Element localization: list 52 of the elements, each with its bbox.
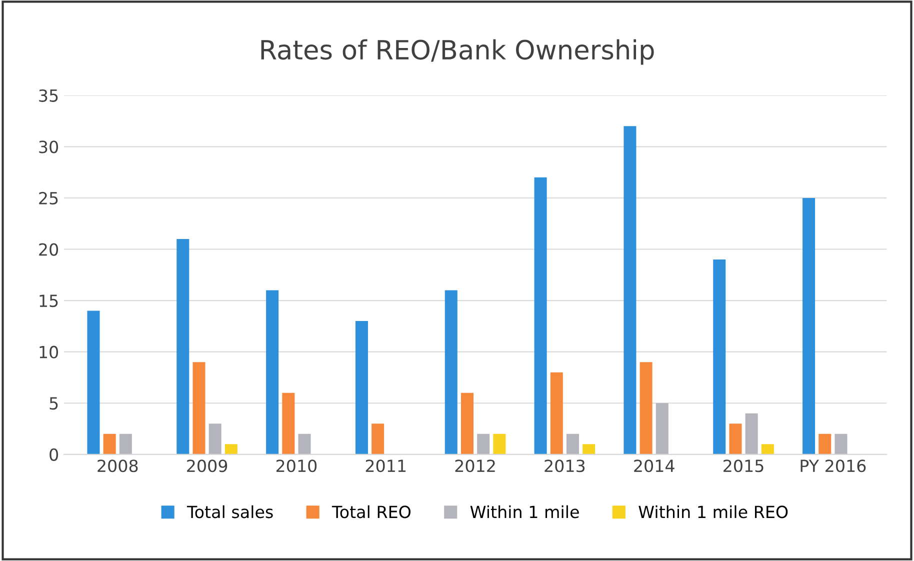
- bar: [818, 434, 832, 454]
- legend-label: Within 1 mile REO: [638, 505, 788, 518]
- x-tick-label: 2013: [544, 460, 585, 472]
- x-tick-label: 2008: [98, 460, 138, 472]
- y-tick-label: 35: [39, 89, 58, 102]
- bar: [282, 392, 295, 454]
- bar: [745, 413, 758, 454]
- bar: [729, 424, 742, 454]
- x-tick-label: PY 2016: [800, 460, 866, 472]
- bar: [87, 310, 100, 454]
- bar: [493, 434, 506, 454]
- y-tick-label: 0: [50, 448, 58, 461]
- x-tick-label: 2010: [276, 460, 317, 472]
- bar: [103, 434, 116, 454]
- bar: [119, 434, 132, 454]
- bar: [566, 434, 579, 454]
- bar: [713, 260, 726, 454]
- bar: [477, 434, 490, 454]
- bar: [640, 362, 652, 454]
- bar: [266, 290, 279, 454]
- bar: [550, 372, 563, 454]
- bar: [460, 392, 474, 454]
- y-tick-label: 20: [39, 243, 58, 256]
- bar: [224, 444, 238, 454]
- bar: [761, 444, 774, 454]
- bar: [582, 444, 596, 454]
- bar: [802, 198, 816, 454]
- bar: [534, 177, 547, 454]
- chart-title: Rates of REO/Bank Ownership: [261, 39, 654, 65]
- bar: [355, 321, 368, 454]
- x-tick-label: 2014: [634, 460, 674, 472]
- bar: [834, 434, 848, 454]
- bar: [298, 434, 311, 454]
- bar: [208, 424, 222, 454]
- legend-label: Total sales: [186, 505, 273, 518]
- legend-label: Total REO: [332, 505, 411, 518]
- x-tick-label: 2011: [366, 460, 406, 472]
- bar: [656, 403, 668, 454]
- y-tick-label: 10: [40, 346, 58, 358]
- bar: [176, 238, 190, 454]
- y-tick-label: 15: [40, 294, 58, 308]
- y-tick-label: 5: [50, 397, 58, 410]
- bar: [192, 362, 206, 454]
- bar: [624, 126, 636, 454]
- y-tick-label: 25: [39, 192, 58, 205]
- bar: [444, 290, 458, 454]
- x-tick-label: 2012: [455, 460, 495, 472]
- bar: [372, 424, 384, 454]
- x-tick-label: 2015: [724, 460, 764, 472]
- y-tick-label: 30: [39, 140, 58, 154]
- legend-label: Within 1 mile: [470, 505, 579, 518]
- x-tick-label: 2009: [187, 460, 228, 472]
